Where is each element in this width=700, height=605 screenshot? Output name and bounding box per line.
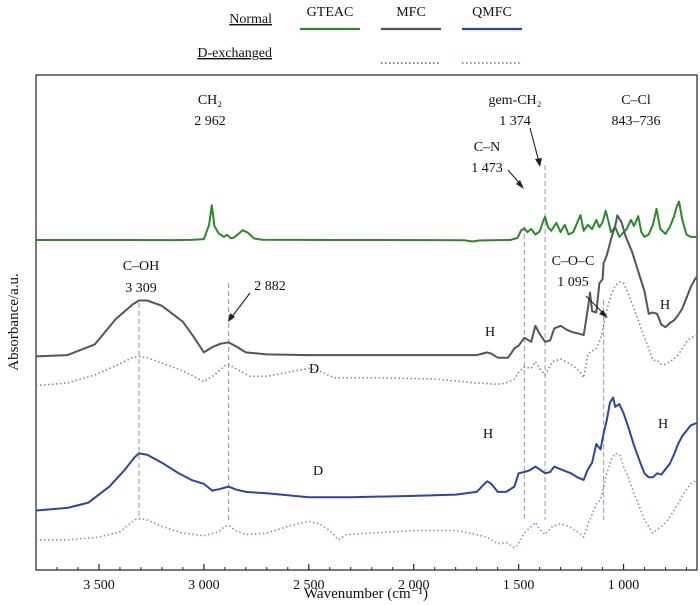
x-tick-label-1500: 1 500	[503, 578, 535, 593]
anno-c-cl-value: 843–736	[612, 114, 661, 129]
anno-gem-ch2-label: gem-CH₂	[488, 93, 541, 108]
anno-c-oh-label: C–OH	[123, 259, 160, 274]
anno-gem-ch2-value: 1 374	[499, 114, 531, 129]
x-tick-label-3000: 3 000	[188, 578, 220, 593]
arrow-2882-head	[228, 313, 235, 322]
anno-h-mfc-right: H	[660, 298, 670, 313]
arrow-c-n-head	[516, 180, 524, 189]
anno-c-o-c-label: C–O–C	[552, 254, 595, 269]
x-tick-label-2000: 2 000	[398, 578, 430, 593]
annotation-arrows	[228, 127, 608, 322]
x-tick-label-1000: 1 000	[608, 578, 640, 593]
x-axis-ticks: 3 500 3 000 2 500 2 000 1 500 1 000	[56, 564, 688, 593]
anno-c-o-c-value: 1 095	[557, 275, 589, 290]
anno-d-qmfc: D	[313, 464, 323, 479]
annotations: CH₂ 2 962 gem-CH₂ 1 374 C–Cl 843–736 C–N…	[123, 93, 670, 479]
series-qmfc-d-exchanged	[36, 452, 698, 549]
anno-h-qmfc-right: H	[658, 417, 668, 432]
x-tick-label-3500: 3 500	[83, 578, 115, 593]
arrow-c-o-c-head	[599, 310, 608, 318]
anno-c-n-label: C–N	[474, 140, 500, 155]
series-gteac-normal	[36, 200, 697, 243]
anno-h-qmfc-left: H	[483, 427, 493, 442]
x-tick-label-2500: 2 500	[293, 578, 325, 593]
legend-row-normal: Normal	[229, 12, 272, 27]
series-group	[35, 200, 698, 549]
arrow-gem-ch2	[529, 127, 540, 163]
anno-ch2-label: CH₂	[198, 93, 222, 108]
anno-c-oh-value: 3 309	[125, 281, 157, 296]
legend-label-gteac: GTEAC	[307, 5, 354, 20]
arrow-gem-ch2-head	[535, 158, 542, 167]
plot-frame	[35, 74, 698, 571]
arrow-2882	[230, 292, 251, 319]
legend-label-mfc: MFC	[396, 5, 426, 20]
arrow-c-o-c	[585, 295, 605, 315]
legend: Normal D-exchanged GTEAC MFC QMFC	[197, 5, 522, 64]
y-axis-title: Absorbance/a.u.	[6, 273, 22, 370]
series-mfc-d-exchanged	[35, 281, 698, 387]
anno-c-n-value: 1 473	[471, 161, 503, 176]
anno-2882-label: 2 882	[254, 279, 286, 294]
x-axis-title: Wavenumber (cm⁻¹)	[304, 586, 428, 602]
legend-label-qmfc: QMFC	[472, 5, 512, 20]
anno-h-mfc-left: H	[485, 325, 495, 340]
anno-c-cl-label: C–Cl	[621, 93, 651, 108]
series-mfc-normal	[35, 214, 698, 359]
anno-ch2-value: 2 962	[194, 114, 226, 129]
anno-d-mfc: D	[309, 362, 319, 377]
series-qmfc-normal	[35, 396, 698, 512]
legend-row-d-exchanged: D-exchanged	[197, 46, 272, 61]
